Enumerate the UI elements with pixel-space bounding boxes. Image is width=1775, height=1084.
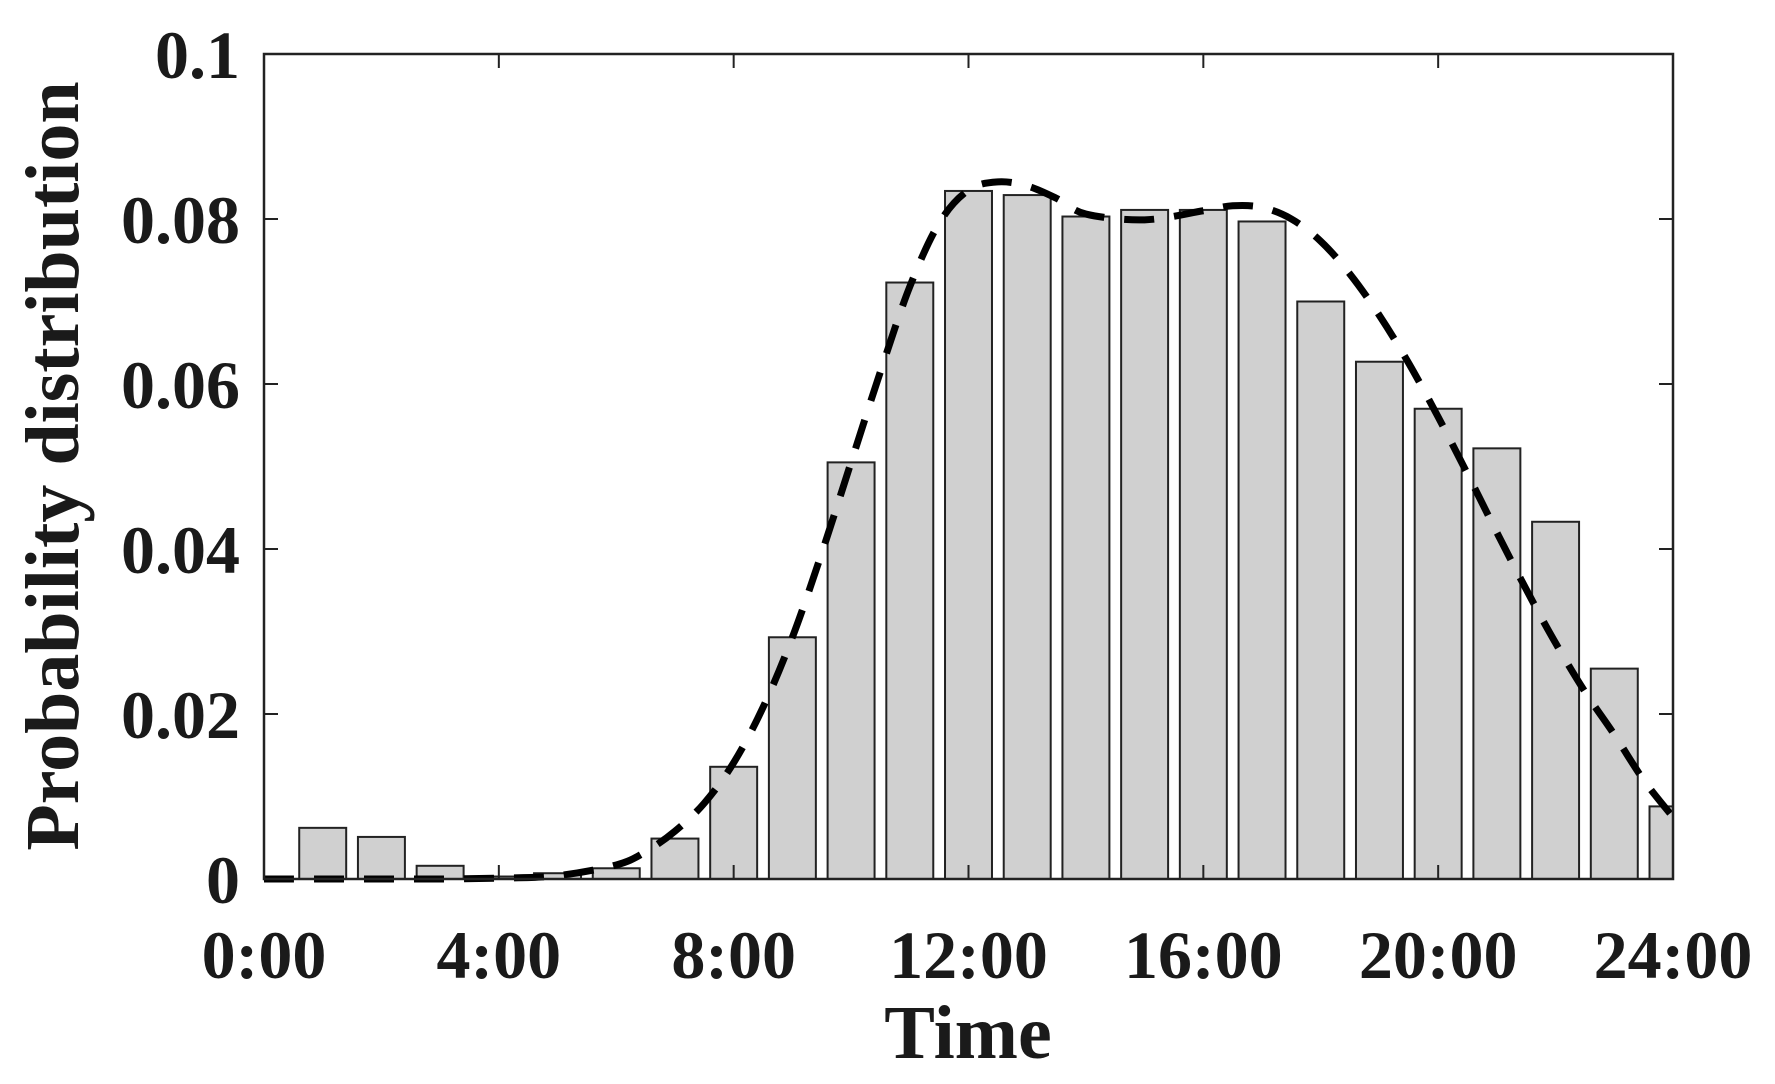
bar-16 [1178,208,1228,881]
bar-13 [1002,194,1052,880]
x-tick-label: 20:00 [1359,917,1518,993]
bar-8 [709,765,759,880]
bar-6 [591,867,641,881]
x-tick-label: 4:00 [437,917,562,993]
y-tick-label: 0.06 [121,347,240,423]
bar-24 [1648,805,1675,881]
bar-15 [1120,208,1170,881]
bar-9 [767,636,817,881]
bar-2 [356,835,406,880]
bar-17 [1237,220,1287,881]
bar-12 [944,189,993,880]
x-tick-label: 12:00 [889,917,1048,993]
y-tick-label: 0.02 [121,677,240,753]
y-tick-label: 0.04 [121,512,240,588]
y-axis-label: Probability distribution [11,81,95,850]
y-tick-label: 0.1 [155,17,240,93]
y-tick-label: 0.08 [121,182,240,258]
ticks-layer [263,53,1674,880]
bars-layer [298,189,1675,881]
x-axis-label: Time [884,991,1051,1075]
bar-1 [298,826,348,880]
bar-21 [1472,447,1522,880]
x-tick-label: 16:00 [1124,917,1283,993]
x-tick-label: 8:00 [671,917,796,993]
y-tick-label: 0 [206,842,240,918]
bar-10 [826,461,876,880]
bar-23 [1589,667,1639,880]
x-tick-label: 0:00 [202,917,327,993]
x-tick-label: 24:00 [1594,917,1753,993]
bar-14 [1061,215,1111,880]
bar-20 [1413,407,1463,880]
bar-22 [1531,520,1581,881]
bar-18 [1296,300,1346,880]
tick-labels-layer: 0:00 4:00 8:00 12:00 16:00 20:00 24:00 0 0.02 0.0… [121,17,1752,993]
bar-11 [885,281,935,880]
bar-19 [1354,360,1404,881]
